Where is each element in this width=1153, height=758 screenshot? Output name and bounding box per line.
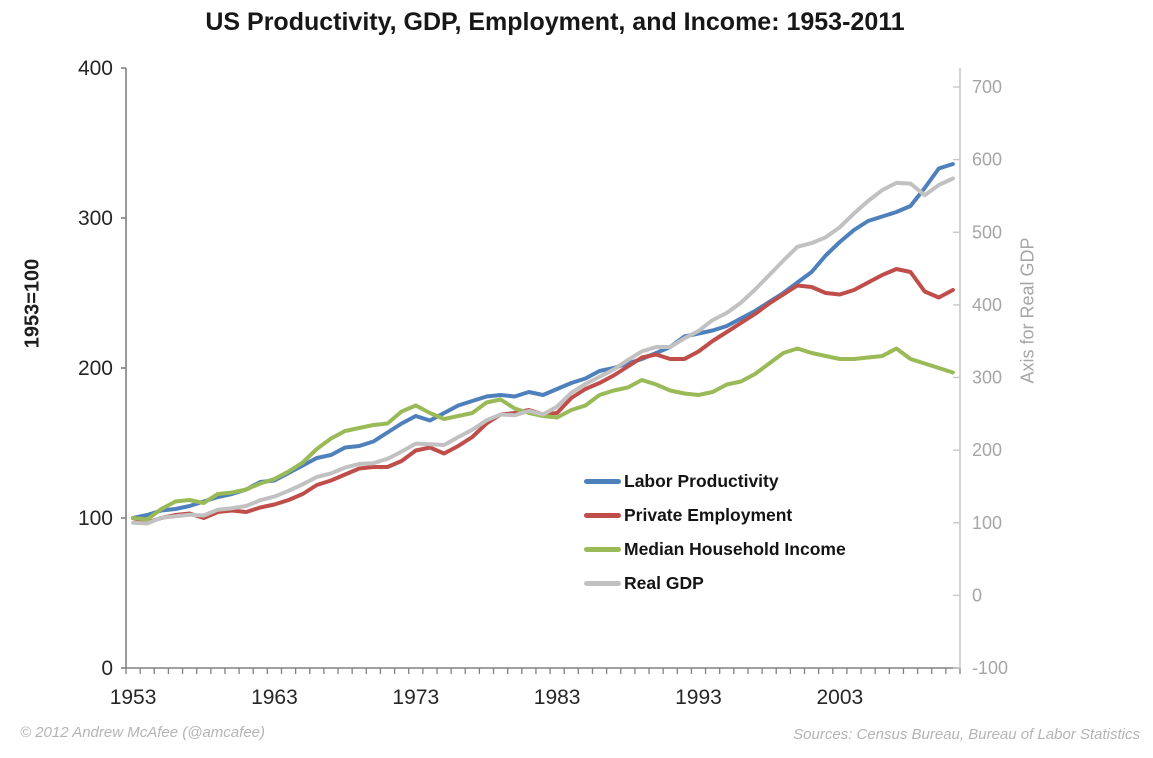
median-household-income-line-marker (584, 546, 621, 552)
x-axis-tick-label: 1963 (251, 686, 298, 709)
y-axis-left-tick-label: 0 (101, 657, 113, 680)
x-axis-tick-label: 2003 (816, 686, 863, 709)
line-real-gdp (131, 176, 955, 526)
y-axis-right-tick-label: 200 (972, 440, 1002, 460)
y-axis-right-tick-label: 0 (972, 585, 982, 605)
y-axis-left-tick-label: 300 (78, 207, 113, 230)
x-axis-tick-label: 1953 (110, 686, 157, 709)
labor-productivity-line-marker (584, 478, 621, 484)
y-axis-right-tick-label: 600 (972, 150, 1002, 170)
legend-item-labor-productivity: Labor Productivity (584, 464, 846, 498)
right-axis-title: Axis for Real GDP (1017, 237, 1038, 384)
legend-item-real-gdp: Real GDP (584, 566, 846, 600)
y-axis-left-tick-label: 100 (78, 507, 113, 530)
y-axis-right-tick-label: -100 (972, 658, 1008, 678)
private-employment-line-marker (584, 512, 621, 518)
chart-title: US Productivity, GDP, Employment, and In… (205, 8, 905, 36)
y-axis-right-tick-label: 500 (972, 222, 1002, 242)
y-axis-left-tick-label: 400 (78, 57, 113, 80)
y-axis-right-tick-label: 300 (972, 368, 1002, 388)
sources-note: Sources: Census Bureau, Bureau of Labor … (793, 726, 1140, 743)
y-axis-left-tick-label: 200 (78, 357, 113, 380)
y-axis-right-tick-label: 100 (972, 513, 1002, 533)
copyright-note: © 2012 Andrew McAfee (@amcafee) (20, 724, 265, 741)
y-axis-right-tick-label: 700 (972, 77, 1002, 97)
legend-label: Real GDP (624, 572, 704, 593)
legend-label: Median Household Income (624, 538, 846, 559)
x-axis-tick-label: 1973 (392, 686, 439, 709)
legend: Labor Productivity Private Employment Me… (584, 464, 846, 600)
legend-label: Private Employment (624, 504, 793, 525)
legend-item-median-household-income: Median Household Income (584, 532, 846, 566)
real-gdp-line-marker (584, 580, 621, 586)
y-axis-right-tick-label: 400 (972, 295, 1002, 315)
x-axis-tick-label: 1993 (675, 686, 722, 709)
legend-label: Labor Productivity (624, 470, 779, 491)
legend-item-private-employment: Private Employment (584, 498, 846, 532)
left-axis-title: 1953=100 (21, 258, 44, 349)
x-axis-tick-label: 1983 (534, 686, 581, 709)
